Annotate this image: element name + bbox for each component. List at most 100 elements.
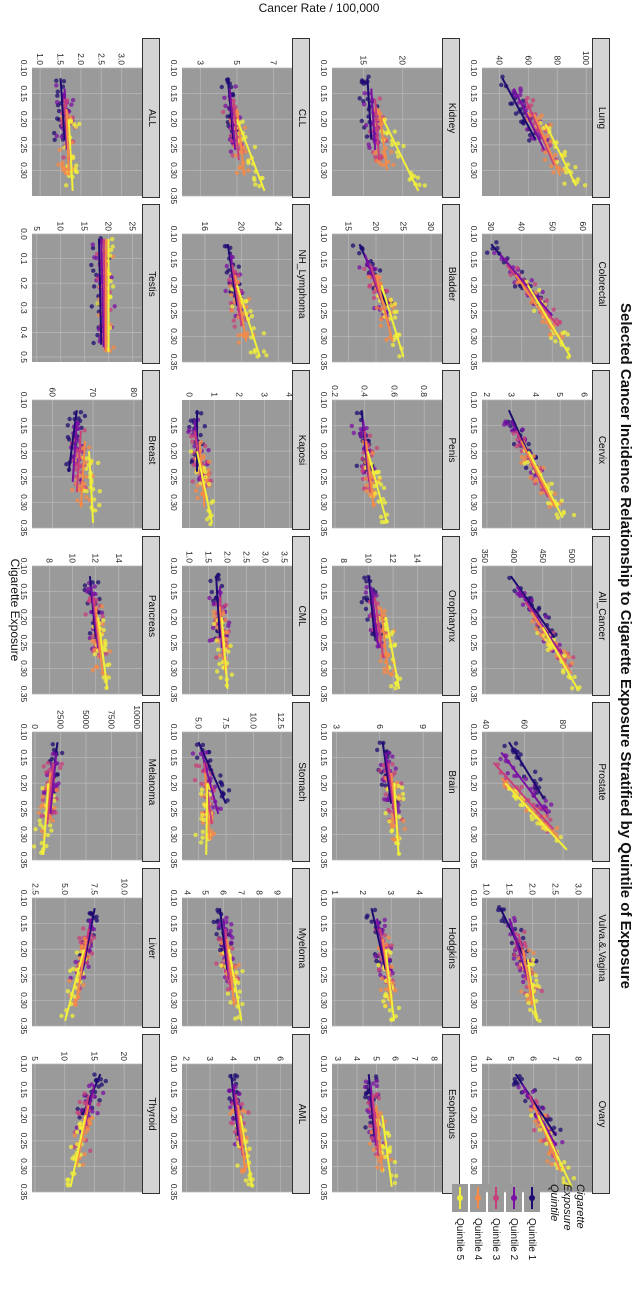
scatter-point [376,499,381,504]
x-tick-label: 0.35 [319,686,329,703]
x-tick-label: 0.35 [469,686,479,703]
scatter-point [246,168,251,173]
legend-item: Quintile 1 [523,1184,541,1290]
scatter-point [387,750,392,755]
scatter-point [399,781,404,786]
quintile-fit-line [230,1074,240,1136]
y-tick-label: 1.5 [204,551,214,563]
scatter-point [211,614,217,619]
x-tick-label: 0.30 [19,1158,29,1175]
y-tick-label: 3.0 [117,53,127,65]
legend-key-point [493,1195,499,1201]
y-tick-label: 10 [60,1052,70,1062]
quintile-fit-line [237,1104,247,1172]
figure-title: Selected Cancer Incidence Relationship t… [617,303,634,989]
scatter-point [216,647,221,652]
x-tick-label: 0.35 [319,1184,329,1201]
scatter-point [360,468,365,474]
y-tick-label: 2.5 [96,53,106,65]
scatter-point [529,813,534,819]
scatter-point [85,586,90,592]
quintile-fit-line [524,98,556,166]
scatter-point [81,926,86,931]
quintile-fit-line [522,949,534,1006]
facet-plot: 30 40 50 60 0.10 0.15 0.20 0.25 0.30 0.35 [469,222,592,371]
y-tick-label: 2.0 [76,53,86,65]
scatter-point [193,763,199,768]
scatter-point [54,783,59,788]
x-tick-label: 0.20 [169,609,179,626]
scatter-point [533,769,538,775]
scatter-point [509,101,515,106]
facet-plot: 0 1 2 3 4 0.15 0.20 0.25 0.30 [169,392,295,528]
scatter-point [211,919,216,925]
scatter-point [101,1090,106,1096]
scatter-point [376,962,381,968]
x-tick-label: 0.35 [19,520,29,537]
scatter-point [383,987,389,992]
scatter-point [240,119,245,124]
scatter-point [188,434,194,439]
scatter-point [411,174,417,179]
scatter-point [382,613,387,618]
quintile-fit-line [508,918,529,981]
scatter-point [228,84,234,90]
scatter-point [361,596,367,601]
scatter-point [200,742,206,748]
scatter-point [384,131,390,136]
scatter-point [52,137,57,143]
facet-strip-label: Ovary [592,1034,610,1194]
scatter-point [244,1135,249,1141]
scatter-point [558,1127,563,1133]
scatter-point [229,292,234,298]
scatter-point [65,1177,70,1182]
facet-strip-label: Breast [142,370,160,530]
scatter-point [84,456,90,461]
scatter-point [110,244,115,249]
scatter-point [199,781,204,787]
scatter-point [383,1154,388,1160]
y-tick-label: 5 [232,60,242,65]
scatter-point [363,123,369,128]
x-tick-label: 0.10 [319,1056,329,1073]
scatter-point [231,1077,237,1082]
scatter-point [365,913,370,918]
scatter-point [361,450,366,455]
scatter-point [94,918,99,923]
x-tick-label: 0.10 [469,724,479,741]
scatter-point [358,426,364,432]
scatter-point [389,632,394,637]
scatter-point [528,1107,533,1113]
scatter-point [390,754,395,759]
scatter-point [383,1003,388,1009]
scatter-point [84,466,89,471]
scatter-point [56,162,61,167]
scatter-point [551,170,556,175]
scatter-point [547,644,553,650]
scatter-point [83,612,88,617]
scatter-point [224,270,230,275]
scatter-point [562,181,567,186]
scatter-point [195,483,200,488]
legend-item: Quintile 2 [505,1184,523,1290]
scatter-point [534,626,539,631]
scatter-point [38,805,44,810]
x-tick-label: 0.10 [469,60,479,77]
legend-item-label: Quintile 3 [490,1218,502,1261]
scatter-point [499,82,504,88]
scatter-point [51,130,57,136]
scatter-point [111,345,116,350]
x-tick-label: 0.20 [19,443,29,460]
facet-strip-label: Penis [442,370,460,530]
facet-strip-label: All_Cancer [592,536,610,696]
facet-plot: 60 70 80 0.10 0.15 0.20 0.25 0.30 0.35 [19,388,142,537]
quintile-fit-line [382,118,420,192]
scatter-point [228,1105,233,1110]
scatter-point [382,666,387,672]
scatter-point [542,157,548,163]
facet-plot: 5 10 15 20 0.10 0.15 0.20 0.25 0.30 0.35 [19,1052,142,1201]
scatter-point [40,794,45,799]
scatter-point [77,121,82,127]
scatter-point [67,978,72,984]
scatter-point [366,1100,371,1106]
